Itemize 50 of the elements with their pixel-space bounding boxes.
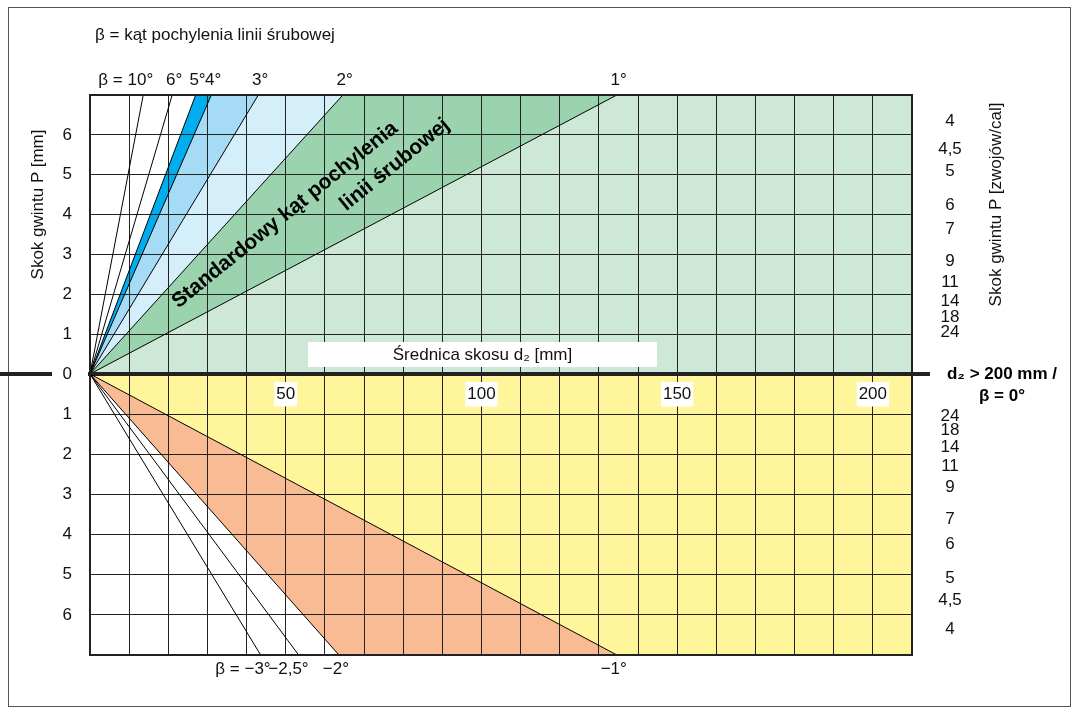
text: 24 [940,321,960,341]
series-label: −2° [322,659,349,679]
text: 4,5 [938,138,962,158]
series-label: −2,5° [268,659,309,679]
series-label: 2° [336,70,353,89]
y2-axis-title: Skok gwintu P [zwojów/cal] [985,102,1005,307]
y-tick-label: 5 [62,564,72,584]
series-label: β = −3° [215,659,271,679]
series-label: β = 10° [98,70,154,89]
series-label: 6° [165,70,183,89]
text: 11 [941,456,959,476]
text: 4,5 [938,590,962,610]
text: 7 [945,219,955,239]
y-tick-label: 3 [62,244,72,264]
y-tick-label: 6 [62,124,72,144]
text: 4 [945,110,955,130]
x-tick-label: 200 [858,383,888,403]
y-tick-label: 1 [62,403,72,423]
text: 14 [940,436,960,456]
y-tick-label: 2 [62,283,72,303]
text: 4 [945,618,955,638]
text: 6 [945,533,955,553]
x-tick-label: 50 [276,383,296,403]
y-tick-label: 2 [62,443,72,463]
series-label: 4° [205,70,222,89]
series-label: −1° [600,659,627,679]
text: 5 [945,567,955,587]
chart-title: β = kąt pochylenia linii śrubowej [95,25,335,44]
text: 11 [941,271,959,291]
text: d₂ > 200 mm / β = 0° [946,363,1058,405]
text: 14 [940,291,960,311]
text: 6 [945,194,955,214]
y-tick-label: 3 [62,484,72,504]
y-tick-label: 0 [62,363,72,383]
text: 5 [945,161,955,181]
y-tick-label: 5 [62,164,72,184]
y-tick-label: 4 [62,204,72,224]
text: 7 [945,509,955,529]
y-tick-label: 6 [62,604,72,624]
y-axis-title: Skok gwintu P [mm] [27,129,47,280]
y-tick-label: 1 [62,323,72,343]
y-tick-label: 4 [62,524,72,544]
x-tick-label: 100 [467,383,496,403]
text: 9 [945,476,955,496]
series-label: 5° [189,70,206,89]
label-box: Średnica skosu d₂ [mm] [308,342,657,367]
text: 9 [945,251,955,271]
series-label: 3° [252,70,269,89]
series-label: 1° [610,70,627,89]
x-tick-label: 150 [662,383,692,403]
